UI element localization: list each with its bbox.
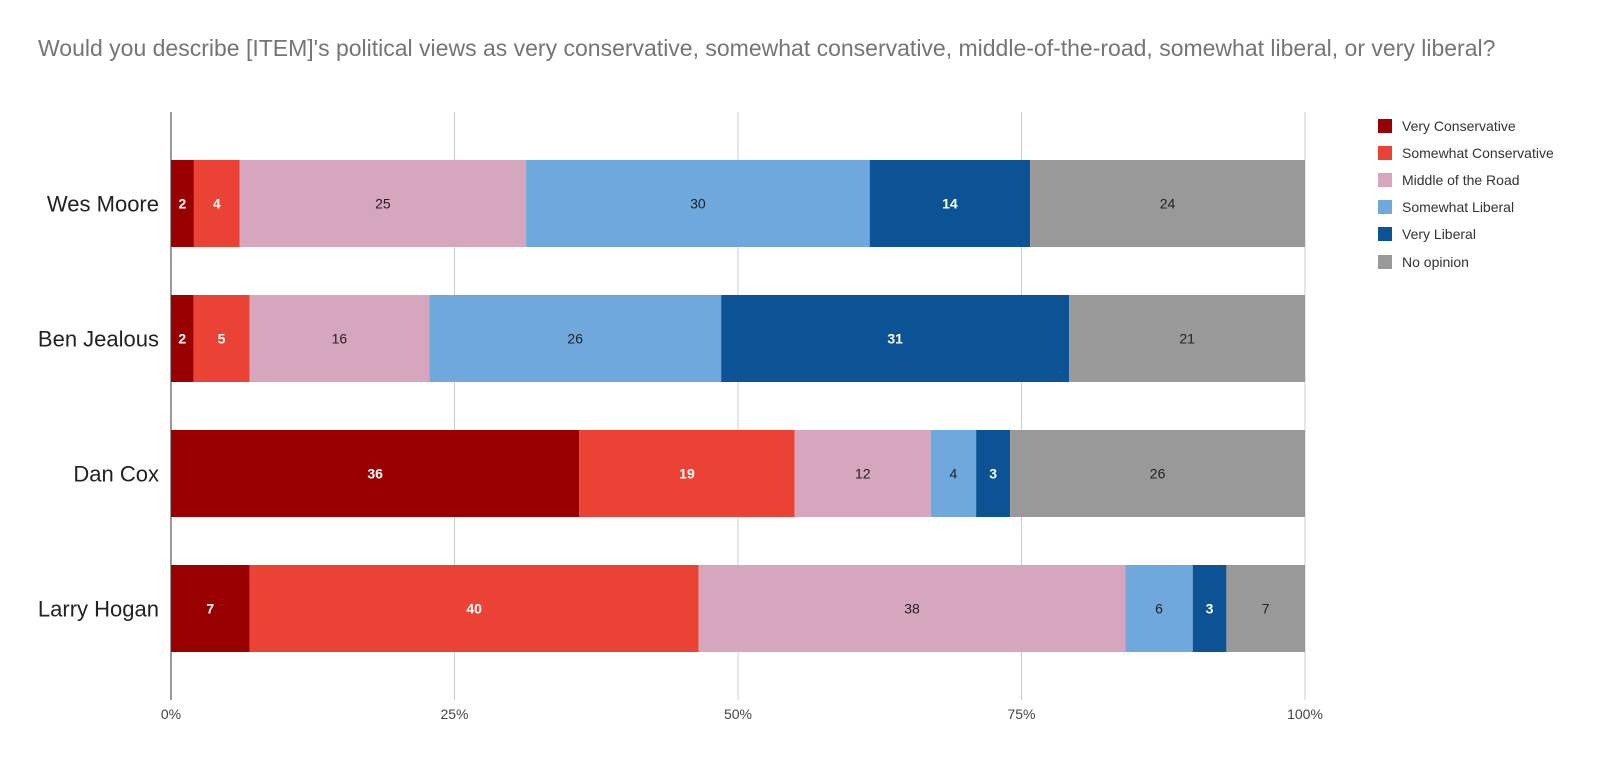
legend-swatch-very-conservative: [1378, 118, 1392, 133]
x-tick-label-50pct: 50%: [724, 706, 752, 722]
y-axis-labels: Wes Moore Ben Jealous Dan Cox Larry Hogan: [38, 192, 159, 622]
data-label-wes-moore-very-conservative: 2: [179, 196, 187, 212]
bars: [171, 160, 1305, 652]
data-label-dan-cox-no-opinion: 26: [1150, 466, 1166, 482]
bar-ben-jealous-no-opinion[interactable]: [1069, 295, 1305, 382]
legend-swatch-somewhat-conservative: [1378, 145, 1392, 160]
data-label-ben-jealous-somewhat-conservative: 5: [218, 331, 226, 347]
bar-wes-moore-somewhat-conservative[interactable]: [193, 160, 240, 247]
bar-larry-hogan-very-liberal[interactable]: [1192, 565, 1227, 652]
data-label-dan-cox-somewhat-liberal: 4: [950, 466, 958, 482]
data-label-larry-hogan-very-liberal: 3: [1206, 601, 1214, 617]
bar-ben-jealous-middle-of-the-road[interactable]: [249, 295, 430, 382]
data-label-dan-cox-somewhat-conservative: 19: [679, 466, 695, 482]
data-label-dan-cox-very-conservative: 36: [367, 466, 383, 482]
bar-dan-cox-very-conservative[interactable]: [171, 430, 580, 517]
legend-item-very-conservative[interactable]: Very Conservative: [1378, 112, 1554, 139]
data-label-larry-hogan-no-opinion: 7: [1262, 601, 1270, 617]
x-tick-label-25pct: 25%: [440, 706, 468, 722]
legend-item-somewhat-conservative[interactable]: Somewhat Conservative: [1378, 139, 1554, 166]
data-label-ben-jealous-very-liberal: 31: [887, 331, 903, 347]
data-label-dan-cox-very-liberal: 3: [989, 466, 997, 482]
bar-dan-cox-somewhat-conservative[interactable]: [579, 430, 795, 517]
bar-dan-cox-no-opinion[interactable]: [1010, 430, 1305, 517]
legend: Very Conservative Somewhat Conservative Mi…: [1378, 112, 1554, 275]
data-label-larry-hogan-somewhat-liberal: 6: [1155, 601, 1163, 617]
bar-larry-hogan-somewhat-conservative[interactable]: [249, 565, 699, 652]
legend-item-middle-of-the-road[interactable]: Middle of the Road: [1378, 166, 1554, 193]
bar-ben-jealous-somewhat-liberal[interactable]: [429, 295, 722, 382]
bar-wes-moore-somewhat-liberal[interactable]: [526, 160, 870, 247]
data-label-wes-moore-middle-of-the-road: 25: [375, 196, 391, 212]
data-label-wes-moore-somewhat-liberal: 30: [690, 196, 706, 212]
y-tick-label-wes-moore: Wes Moore: [47, 192, 159, 217]
chart-title: Would you describe [ITEM]'s political vi…: [38, 35, 1496, 61]
data-label-wes-moore-somewhat-conservative: 4: [213, 196, 221, 212]
bar-larry-hogan-middle-of-the-road[interactable]: [698, 565, 1126, 652]
y-tick-label-ben-jealous: Ben Jealous: [38, 327, 159, 352]
bar-larry-hogan-no-opinion[interactable]: [1226, 565, 1305, 652]
bar-ben-jealous-very-liberal[interactable]: [721, 295, 1070, 382]
bar-wes-moore-middle-of-the-road[interactable]: [239, 160, 527, 247]
y-tick-label-larry-hogan: Larry Hogan: [38, 597, 159, 622]
y-tick-label-dan-cox: Dan Cox: [73, 462, 159, 487]
bar-ben-jealous-somewhat-conservative[interactable]: [193, 295, 250, 382]
data-label-larry-hogan-middle-of-the-road: 38: [904, 601, 920, 617]
bar-wes-moore-very-conservative[interactable]: [171, 160, 194, 247]
legend-swatch-very-liberal: [1378, 227, 1392, 242]
data-label-larry-hogan-very-conservative: 7: [206, 601, 214, 617]
bar-ben-jealous-very-conservative[interactable]: [171, 295, 194, 382]
data-label-ben-jealous-very-conservative: 2: [178, 331, 186, 347]
x-axis-labels: 0% 25% 50% 75% 100%: [161, 706, 1323, 722]
legend-item-somewhat-liberal[interactable]: Somewhat Liberal: [1378, 194, 1554, 221]
data-label-larry-hogan-somewhat-conservative: 40: [466, 601, 482, 617]
legend-swatch-somewhat-liberal: [1378, 200, 1392, 215]
legend-label-very-conservative: Very Conservative: [1402, 117, 1516, 134]
legend-label-very-liberal: Very Liberal: [1402, 226, 1476, 243]
legend-swatch-no-opinion: [1378, 254, 1392, 269]
bar-wes-moore-very-liberal[interactable]: [869, 160, 1031, 247]
data-label-ben-jealous-middle-of-the-road: 16: [332, 331, 348, 347]
bar-dan-cox-very-liberal[interactable]: [976, 430, 1011, 517]
data-label-ben-jealous-somewhat-liberal: 26: [567, 331, 583, 347]
bar-dan-cox-somewhat-liberal[interactable]: [930, 430, 977, 517]
data-label-ben-jealous-no-opinion: 21: [1179, 331, 1195, 347]
legend-label-middle-of-the-road: Middle of the Road: [1402, 171, 1520, 188]
legend-item-no-opinion[interactable]: No opinion: [1378, 248, 1554, 275]
bar-dan-cox-middle-of-the-road[interactable]: [794, 430, 931, 517]
bar-larry-hogan-very-conservative[interactable]: [171, 565, 250, 652]
legend-label-no-opinion: No opinion: [1402, 253, 1469, 270]
legend-item-very-liberal[interactable]: Very Liberal: [1378, 221, 1554, 248]
x-tick-label-75pct: 75%: [1007, 706, 1035, 722]
bar-larry-hogan-somewhat-liberal[interactable]: [1125, 565, 1193, 652]
legend-swatch-middle-of-the-road: [1378, 172, 1392, 187]
bar-wes-moore-no-opinion[interactable]: [1030, 160, 1305, 247]
legend-label-somewhat-conservative: Somewhat Conservative: [1402, 144, 1554, 161]
data-label-wes-moore-no-opinion: 24: [1160, 196, 1176, 212]
x-tick-label-100pct: 100%: [1287, 706, 1323, 722]
data-label-dan-cox-middle-of-the-road: 12: [855, 466, 871, 482]
data-label-wes-moore-very-liberal: 14: [942, 196, 958, 212]
legend-label-somewhat-liberal: Somewhat Liberal: [1402, 199, 1515, 216]
x-tick-label-0pct: 0%: [161, 706, 181, 722]
